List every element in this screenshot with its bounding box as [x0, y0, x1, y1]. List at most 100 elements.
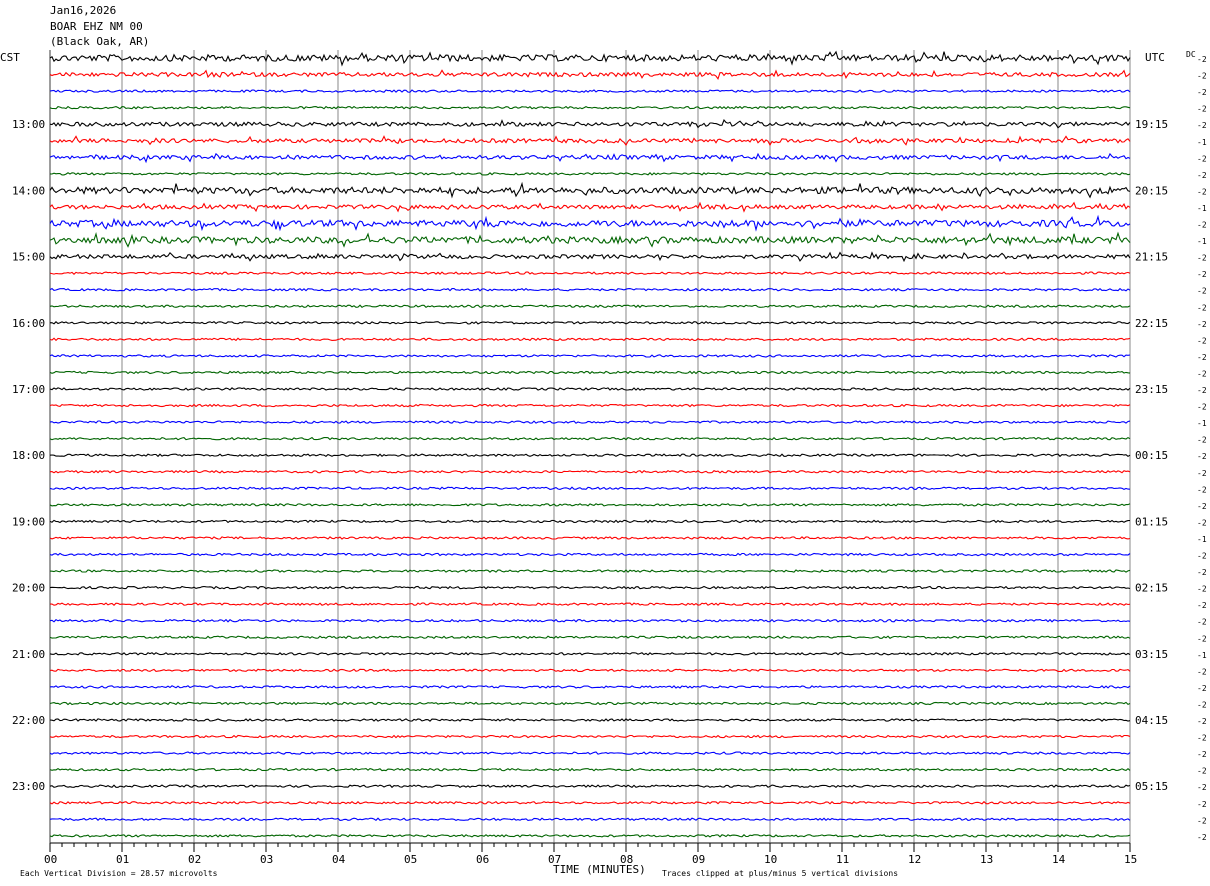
dc-offset-label: -2 [1197, 568, 1207, 577]
trace-line [49, 403, 1131, 408]
dc-offset-label: -1 [1197, 204, 1207, 213]
dc-offset-label: -1 [1197, 237, 1207, 246]
cst-hour-label: 17:00 [12, 383, 45, 396]
trace-line [49, 718, 1131, 722]
x-tick-label: 10 [764, 853, 777, 866]
dc-offset-label: -2 [1197, 403, 1207, 412]
trace-line [49, 569, 1131, 573]
dc-label: DC [1186, 50, 1196, 59]
dc-offset-label: -2 [1197, 717, 1207, 726]
dc-offset-label: -2 [1197, 386, 1207, 395]
x-tick-label: 03 [260, 853, 273, 866]
dc-offset-label: -2 [1197, 320, 1207, 329]
trace-line [49, 668, 1131, 673]
right-zone-label: UTC [1145, 51, 1165, 64]
x-tick-label: 14 [1052, 853, 1066, 866]
dc-offset-label: -2 [1197, 700, 1207, 709]
dc-offset-label: -2 [1197, 369, 1207, 378]
dc-offset-label: -1 [1197, 651, 1207, 660]
dc-offset-label: -2 [1197, 800, 1207, 809]
dc-offset-label: -2 [1197, 270, 1207, 279]
dc-offset-label: -2 [1197, 221, 1207, 230]
header-location: (Black Oak, AR) [50, 35, 150, 48]
trace-line [49, 618, 1131, 623]
dc-offset-label: -2 [1197, 734, 1207, 743]
header-date: Jan16,2026 [50, 4, 117, 17]
dc-offset-label: -2 [1197, 55, 1207, 64]
trace-line [49, 304, 1131, 309]
utc-hour-label: 00:15 [1135, 449, 1168, 462]
utc-hour-label: 20:15 [1135, 184, 1168, 197]
cst-hour-label: 21:00 [12, 648, 45, 661]
x-tick-label: 05 [404, 853, 417, 866]
trace-line [49, 214, 1131, 232]
trace-line [49, 734, 1131, 739]
utc-hour-label: 02:15 [1135, 582, 1168, 595]
trace-line [49, 701, 1131, 706]
x-tick-label: 07 [548, 853, 561, 866]
trace-line [49, 751, 1131, 755]
trace-line [49, 469, 1131, 474]
dc-offset-label: -2 [1197, 585, 1207, 594]
trace-line [49, 370, 1131, 375]
utc-hour-label: 21:15 [1135, 251, 1168, 264]
x-tick-label: 06 [476, 853, 489, 866]
trace-line [49, 320, 1131, 325]
dc-offset-label: -1 [1197, 138, 1207, 147]
trace-line [49, 436, 1131, 441]
trace-line [49, 420, 1131, 424]
trace-line [49, 105, 1131, 110]
dc-offset-label: -2 [1197, 833, 1207, 842]
cst-hour-label: 22:00 [12, 714, 45, 727]
dc-offset-label: -2 [1197, 634, 1207, 643]
trace-line [49, 354, 1131, 358]
utc-hour-label: 01:15 [1135, 515, 1168, 528]
cst-hour-label: 15:00 [12, 251, 45, 264]
trace-line [49, 135, 1131, 147]
trace-line [49, 767, 1131, 772]
utc-hour-label: 19:15 [1135, 118, 1168, 131]
trace-line [49, 800, 1131, 805]
trace-line [49, 387, 1131, 391]
trace-line [49, 503, 1131, 507]
header-station: BOAR EHZ NM 00 [50, 20, 143, 33]
scale-note: Each Vertical Division = 28.57 microvolt… [20, 869, 218, 878]
trace-line [49, 602, 1131, 606]
x-tick-label: 13 [980, 853, 993, 866]
dc-offset-label: -2 [1197, 287, 1207, 296]
dc-offset-label: -2 [1197, 254, 1207, 263]
cst-hour-label: 20:00 [12, 582, 45, 595]
trace-line [49, 251, 1131, 263]
dc-offset-label: -2 [1197, 750, 1207, 759]
trace-line [49, 519, 1131, 524]
x-tick-label: 15 [1124, 853, 1137, 866]
x-axis-title: TIME (MINUTES) [553, 863, 646, 876]
trace-line [49, 50, 1131, 67]
x-tick-label: 09 [692, 853, 705, 866]
dc-offset-label: -2 [1197, 601, 1207, 610]
x-tick-label: 01 [116, 853, 129, 866]
dc-offset-label: -2 [1197, 502, 1207, 511]
axis-labels: CST UTC DC Each Vertical Division = 28.5… [0, 50, 1207, 878]
trace-line [49, 337, 1131, 342]
dc-offset-label: -2 [1197, 767, 1207, 776]
x-tick-label: 04 [332, 853, 346, 866]
cst-hour-label: 23:00 [12, 780, 45, 793]
dc-offset-label: -2 [1197, 816, 1207, 825]
trace-line [49, 287, 1131, 292]
dc-offset-label: -2 [1197, 452, 1207, 461]
x-tick-label: 00 [44, 853, 57, 866]
utc-hour-label: 22:15 [1135, 317, 1168, 330]
cst-hour-label: 13:00 [12, 118, 45, 131]
seismic-traces [49, 50, 1131, 838]
dc-offset-label: -2 [1197, 336, 1207, 345]
trace-line [49, 652, 1131, 656]
utc-hour-label: 23:15 [1135, 383, 1168, 396]
dc-offset-label: -2 [1197, 552, 1207, 561]
trace-line [49, 635, 1131, 640]
trace-line [49, 152, 1131, 164]
x-tick-label: 02 [188, 853, 201, 866]
dc-offset-label: -2 [1197, 618, 1207, 627]
trace-line [49, 784, 1131, 789]
